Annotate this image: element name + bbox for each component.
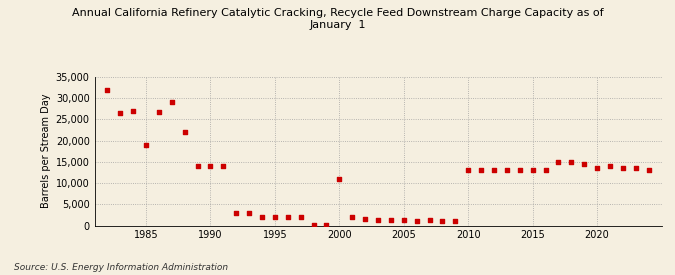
Point [128,109,138,113]
Point [411,219,422,224]
Point [347,215,358,219]
Point [643,168,654,172]
Point [398,218,409,222]
Text: Annual California Refinery Catalytic Cracking, Recycle Feed Downstream Charge Ca: Annual California Refinery Catalytic Cra… [72,8,603,30]
Point [527,168,538,172]
Point [153,110,164,114]
Point [282,215,293,219]
Text: Source: U.S. Energy Information Administration: Source: U.S. Energy Information Administ… [14,263,227,272]
Point [115,111,126,115]
Point [192,164,203,168]
Point [540,168,551,172]
Point [218,164,229,168]
Point [385,218,396,222]
Point [578,162,589,166]
Point [102,87,113,92]
Point [180,130,190,134]
Point [463,168,474,172]
Point [295,215,306,219]
Point [373,218,383,222]
Point [334,177,345,181]
Point [566,160,576,164]
Point [450,219,461,224]
Point [167,100,178,105]
Point [205,164,216,168]
Point [476,168,487,172]
Point [231,211,242,215]
Point [269,215,280,219]
Point [592,166,603,170]
Point [360,217,371,221]
Point [489,168,500,172]
Point [140,143,151,147]
Point [630,166,641,170]
Point [553,160,564,164]
Point [618,166,628,170]
Point [321,222,332,227]
Y-axis label: Barrels per Stream Day: Barrels per Stream Day [41,94,51,208]
Point [424,218,435,222]
Point [256,215,267,219]
Point [502,168,512,172]
Point [514,168,525,172]
Point [308,222,319,227]
Point [437,219,448,224]
Point [244,211,254,215]
Point [605,164,616,168]
